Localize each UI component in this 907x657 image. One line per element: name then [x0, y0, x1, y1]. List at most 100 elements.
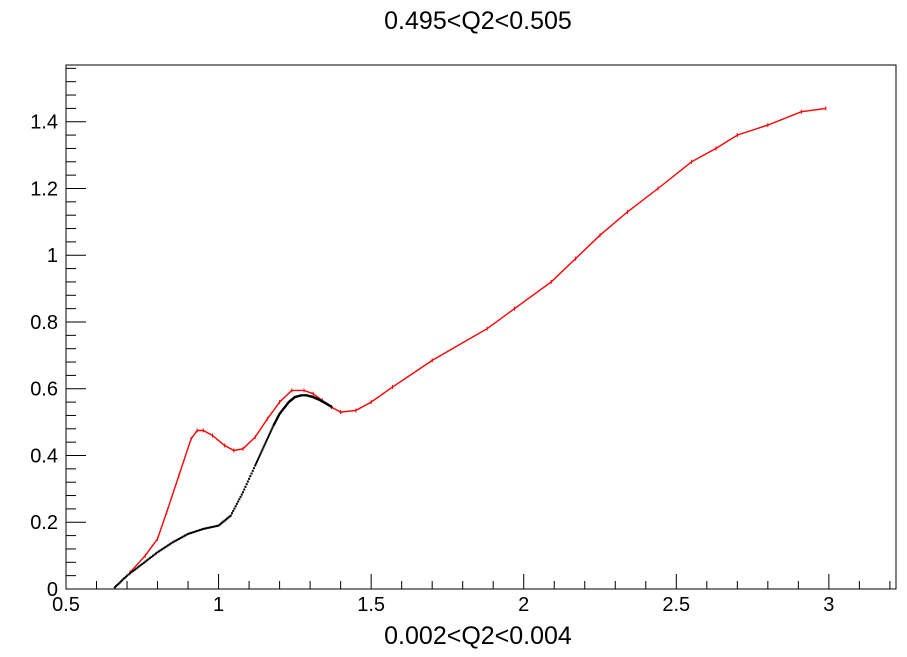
- data-point-black: [168, 543, 171, 546]
- x-axis-tick-labels: 0.5 1 1.5 2 2.5 3: [52, 594, 834, 616]
- data-point-black: [251, 469, 254, 472]
- data-point-black: [228, 515, 231, 518]
- data-point-black: [246, 480, 249, 483]
- x-axis-label: 0.002<Q2<0.004: [384, 622, 572, 650]
- data-point-black: [211, 525, 214, 528]
- data-point-black: [218, 523, 221, 526]
- data-point-black: [165, 545, 168, 548]
- data-point-black: [227, 516, 230, 519]
- data-point-black: [245, 483, 248, 486]
- data-point-black: [267, 436, 270, 439]
- data-point-black: [118, 581, 121, 584]
- data-point-black: [162, 547, 165, 550]
- data-point-black: [199, 528, 202, 531]
- data-point-black: [232, 509, 235, 512]
- data-point-black: [138, 565, 141, 568]
- data-point-black: [258, 454, 261, 457]
- series-group: [113, 106, 827, 589]
- data-point-black: [190, 531, 193, 534]
- data-point-black: [269, 430, 272, 433]
- data-point-black: [135, 567, 138, 570]
- data-point-black: [226, 517, 229, 520]
- data-point-black: [188, 532, 191, 535]
- data-point-black: [237, 500, 240, 503]
- data-point-black: [252, 467, 255, 470]
- data-point-black: [150, 555, 153, 558]
- data-point-black: [255, 462, 258, 465]
- data-point-black: [229, 514, 232, 517]
- data-point-black: [130, 571, 133, 574]
- data-point-black: [266, 438, 269, 441]
- data-point-black: [196, 529, 199, 532]
- data-point-black: [115, 585, 118, 588]
- data-point-black: [126, 574, 129, 577]
- series-points-black: [113, 394, 333, 589]
- data-point-black: [122, 578, 125, 581]
- data-point-black: [268, 432, 271, 435]
- data-point-black: [187, 532, 190, 535]
- series-line-red: [129, 107, 826, 573]
- data-point-black: [231, 512, 233, 515]
- data-point-black: [202, 527, 205, 530]
- data-point-black: [145, 559, 148, 562]
- data-point-black: [173, 540, 176, 543]
- y-tick-label: 1.4: [30, 112, 58, 134]
- x-tick-label: 3: [823, 594, 834, 616]
- y-axis-tick-labels: 0 0.2 0.4 0.6 0.8 1 1.2 1.4: [30, 112, 58, 601]
- data-point-black: [250, 472, 253, 475]
- data-point-black: [222, 520, 225, 523]
- data-point-black: [119, 580, 122, 583]
- data-point-black: [259, 452, 262, 455]
- plot-frame-rect: [65, 64, 897, 590]
- data-point-black: [171, 541, 174, 544]
- x-tick-label: 2.5: [662, 594, 690, 616]
- data-point-black: [233, 507, 236, 510]
- data-point-black: [206, 526, 209, 529]
- data-point-black: [203, 527, 206, 530]
- data-point-black: [129, 572, 132, 575]
- data-point-black: [214, 525, 217, 528]
- data-point-black: [147, 558, 150, 561]
- data-point-black: [267, 434, 270, 437]
- data-point-black: [194, 530, 197, 533]
- data-point-black: [254, 464, 257, 467]
- data-point-black: [179, 537, 182, 540]
- data-point-black: [142, 561, 145, 564]
- data-point-black: [220, 522, 223, 525]
- data-point-black: [180, 536, 183, 539]
- data-point-black: [113, 586, 116, 589]
- data-point-black: [155, 552, 158, 555]
- data-point-black: [209, 526, 212, 529]
- data-point-black: [182, 535, 185, 538]
- data-point-black: [217, 524, 220, 527]
- data-point-black: [212, 525, 215, 528]
- data-point-black: [240, 493, 243, 496]
- data-point-black: [216, 524, 219, 527]
- data-point-black: [148, 557, 151, 560]
- data-point-black: [239, 495, 242, 498]
- data-point-black: [249, 475, 252, 478]
- data-point-black: [270, 428, 273, 431]
- x-tick-label: 1.5: [357, 594, 385, 616]
- data-point-black: [205, 527, 208, 530]
- data-point-black: [133, 568, 136, 571]
- data-point-black: [164, 546, 167, 549]
- x-tick-label: 0.5: [52, 594, 80, 616]
- data-point-black: [244, 485, 247, 488]
- data-point-black: [153, 553, 156, 556]
- data-point-black: [265, 440, 268, 443]
- data-point-black: [224, 518, 227, 521]
- data-point-black: [136, 566, 139, 569]
- data-point-black: [161, 548, 164, 551]
- x-tick-label: 2: [518, 594, 529, 616]
- data-point-black: [127, 573, 130, 576]
- data-point-black: [117, 582, 120, 585]
- y-tick-label: 1.2: [30, 178, 58, 200]
- data-point-black: [271, 426, 274, 429]
- data-point-black: [263, 444, 266, 447]
- data-point-black: [141, 562, 144, 565]
- chart-title: 0.495<Q2<0.505: [384, 7, 572, 35]
- data-point-black: [185, 533, 188, 536]
- data-point-black: [124, 575, 127, 578]
